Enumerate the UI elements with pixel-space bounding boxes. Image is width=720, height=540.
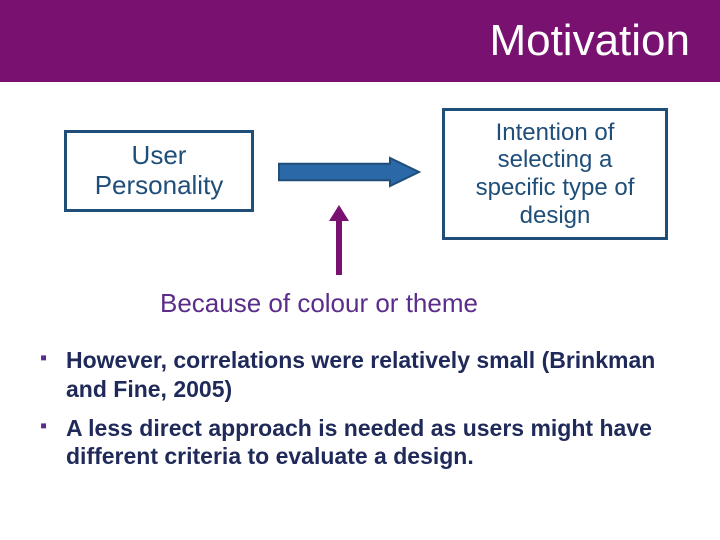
slide-title: Motivation — [489, 16, 690, 66]
slide-root: Motivation UserPersonality Intention ofs… — [0, 0, 720, 540]
box-right-text: Intention ofselecting aspecific type ofd… — [476, 119, 635, 229]
bullet-item: A less direct approach is needed as user… — [40, 414, 680, 472]
arrow-right-icon — [278, 157, 420, 187]
arrow-up-icon — [329, 205, 349, 275]
title-bar: Motivation — [0, 0, 720, 82]
box-intention: Intention ofselecting aspecific type ofd… — [442, 108, 668, 240]
caption-text: Because of colour or theme — [160, 288, 478, 319]
bullet-list: However, correlations were relatively sm… — [40, 346, 680, 481]
box-user-personality: UserPersonality — [64, 130, 254, 212]
bullet-item: However, correlations were relatively sm… — [40, 346, 680, 404]
box-left-text: UserPersonality — [95, 141, 224, 201]
